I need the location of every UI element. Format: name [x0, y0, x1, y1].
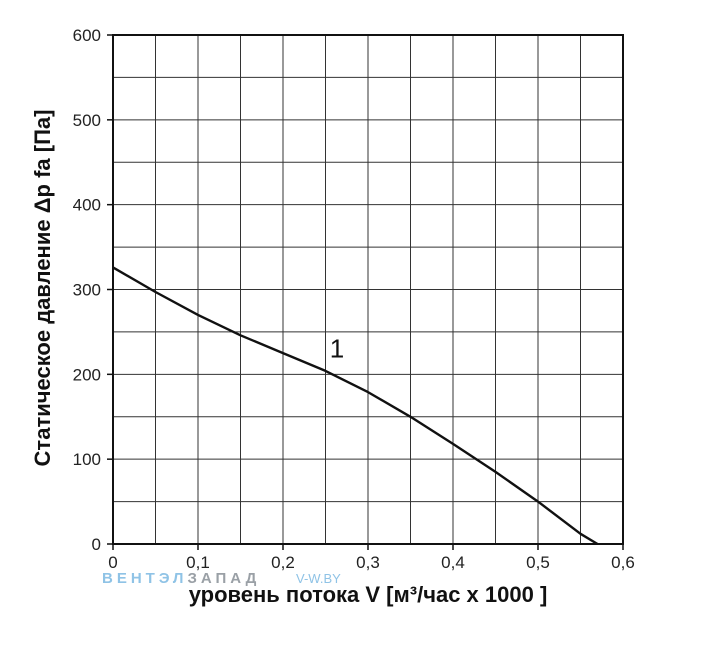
y-tick-label: 200	[73, 365, 101, 384]
series: 1	[112, 266, 599, 546]
axis-ticks	[107, 34, 624, 550]
watermark: ВЕНТЭЛЗАПАД V-W.BY	[102, 570, 341, 587]
x-tick-label: 0,4	[441, 553, 465, 572]
svg-text:ВЕНТЭЛЗАПАД: ВЕНТЭЛЗАПАД	[102, 570, 260, 587]
x-axis-tick-labels: 0 0,1 0,2 0,3 0,4 0,5 0,6	[108, 553, 635, 572]
watermark-brand-light: ВЕНТЭЛ	[102, 570, 187, 587]
x-tick-label: 0,6	[611, 553, 635, 572]
x-axis-title: уровень потока V [м³/час x 1000 ]	[189, 582, 548, 607]
watermark-brand-dark: ЗАПАД	[187, 570, 260, 587]
y-tick-label: 600	[73, 26, 101, 45]
y-tick-label: 400	[73, 196, 101, 215]
x-tick-label: 0,3	[356, 553, 380, 572]
y-tick-label: 300	[73, 281, 101, 300]
plot-frame	[112, 34, 624, 545]
x-tick-label: 0,1	[186, 553, 210, 572]
x-tick-label: 0,5	[526, 553, 550, 572]
x-tick-label: 0	[108, 553, 117, 572]
y-tick-label: 100	[73, 450, 101, 469]
y-tick-label: 0	[92, 535, 101, 554]
y-axis-tick-labels: 0 100 200 300 400 500 600	[73, 26, 101, 554]
x-tick-label: 0,2	[271, 553, 295, 572]
y-tick-label: 500	[73, 111, 101, 130]
y-axis-title: Статическое давление Δp fa [Па]	[30, 110, 55, 467]
watermark-site: V-W.BY	[296, 571, 341, 586]
grid	[113, 35, 623, 544]
series-label: 1	[330, 333, 344, 363]
series-line	[112, 266, 599, 546]
